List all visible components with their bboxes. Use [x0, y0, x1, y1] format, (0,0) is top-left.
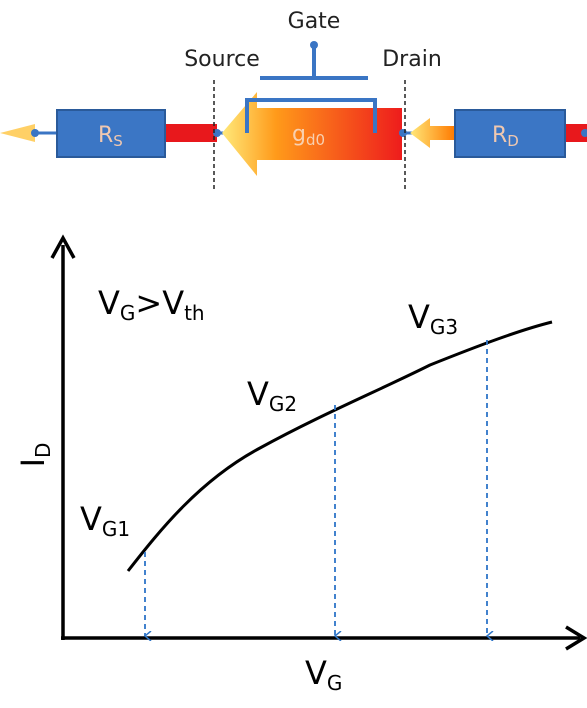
- gd0-label: gd0: [292, 122, 325, 149]
- point-label: VG3: [408, 298, 458, 339]
- source-label: Source: [184, 47, 260, 72]
- gate-label: Gate: [288, 9, 341, 34]
- channel-electrode: [245, 98, 377, 133]
- node: [581, 129, 587, 137]
- drain-label: Drain: [382, 47, 442, 72]
- rs-label: RS: [98, 123, 123, 150]
- circuit: Gate Source Drain RS gd0 RD: [0, 9, 587, 192]
- rd-label: RD: [492, 123, 519, 150]
- current-arrow: [410, 118, 455, 148]
- node: [399, 129, 407, 137]
- current-arrow: [0, 124, 35, 142]
- y-axis-arrow: [50, 234, 76, 259]
- point-label: VG1: [80, 500, 130, 541]
- x-axis-label: VG: [305, 654, 342, 695]
- current-bar: [565, 124, 587, 142]
- node: [310, 41, 318, 49]
- resistor-rs: [56, 109, 166, 158]
- x-axis-arrow: [565, 625, 587, 651]
- node: [31, 129, 39, 137]
- resistor-rd: [454, 109, 566, 158]
- point-label: VG2: [247, 375, 297, 416]
- curve: [126, 320, 553, 572]
- y-axis-label: ID: [14, 443, 55, 468]
- channel-arrow: [222, 92, 402, 176]
- plot: VG>Vth VG1 VG2 VG3 ID VG: [14, 234, 587, 695]
- node: [213, 129, 221, 137]
- current-bar: [165, 124, 217, 142]
- condition-label: VG>Vth: [98, 284, 205, 325]
